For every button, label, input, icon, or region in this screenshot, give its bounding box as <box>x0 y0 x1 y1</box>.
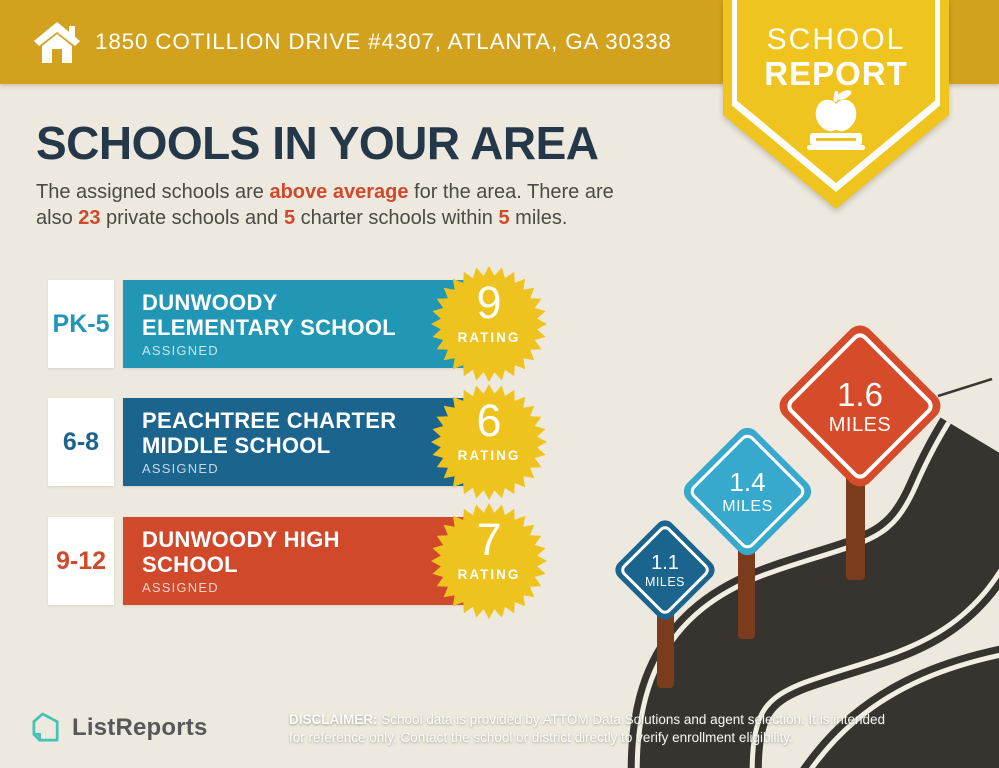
sign-post <box>657 598 674 688</box>
school-name-line2: MIDDLE SCHOOL <box>142 433 331 458</box>
school-name-bar: PEACHTREE CHARTER MIDDLE SCHOOL ASSIGNED <box>123 398 471 486</box>
summary-segment: also <box>36 207 79 229</box>
disclaimer-line2: for reference only. Contact the school o… <box>289 729 793 745</box>
distant-road-line <box>937 377 993 398</box>
summary-radius-miles: 5 <box>498 207 510 229</box>
rating-value: 9 <box>476 277 502 328</box>
listreports-house-icon <box>32 712 59 742</box>
school-row-elementary: PK-5 DUNWOODY ELEMENTARY SCHOOL ASSIGNED… <box>48 266 558 382</box>
school-name-line2: SCHOOL <box>142 552 238 577</box>
grade-range-box: 6-8 <box>48 398 114 486</box>
summary-private-count: 23 <box>78 207 101 229</box>
school-name-line1: DUNWOODY <box>142 290 278 315</box>
distance-sign-1-6-miles: 1.6 MILES <box>773 319 947 493</box>
rating-value: 6 <box>476 395 502 446</box>
badge-title-line2: REPORT <box>764 55 908 92</box>
grade-range-box: PK-5 <box>48 280 114 368</box>
school-name-line1: PEACHTREE CHARTER <box>142 408 397 433</box>
rating-burst: 7 RATING <box>429 501 549 621</box>
school-name-line1: DUNWOODY HIGH <box>142 527 340 552</box>
assigned-label: ASSIGNED <box>142 343 219 358</box>
sign-distance: 1.6 <box>837 375 883 413</box>
apple-on-books-icon <box>807 90 865 150</box>
sign-distance: 1.1 <box>651 551 679 574</box>
listreports-logo: ListReports <box>30 710 208 745</box>
badge-title-line1: SCHOOL <box>766 23 906 56</box>
sign-unit: MILES <box>828 413 892 436</box>
school-name-line2: ELEMENTARY SCHOOL <box>142 315 397 340</box>
sign-unit: MILES <box>722 498 773 515</box>
school-row-middle: 6-8 PEACHTREE CHARTER MIDDLE SCHOOL ASSI… <box>48 384 558 500</box>
grade-range-box: 9-12 <box>48 517 114 605</box>
disclaimer-text: DISCLAIMER: School data is provided by A… <box>289 711 959 746</box>
summary-segment: charter schools within <box>295 207 499 229</box>
disclaimer-line1: School data is provided by ATTOM Data So… <box>377 712 886 727</box>
property-address: 1850 COTILLION DRIVE #4307, ATLANTA, GA … <box>95 29 672 54</box>
brand-name: ListReports <box>72 713 208 741</box>
school-name-bar: DUNWOODY HIGH SCHOOL ASSIGNED <box>123 517 471 605</box>
assigned-label: ASSIGNED <box>142 461 219 476</box>
school-name-bar: DUNWOODY ELEMENTARY SCHOOL ASSIGNED <box>123 280 471 368</box>
rating-value: 7 <box>476 514 502 565</box>
sign-unit: MILES <box>644 574 685 589</box>
summary-segment: The assigned schools are <box>36 181 270 203</box>
sign-distance: 1.4 <box>729 467 766 497</box>
summary-segment: private schools and <box>100 207 284 229</box>
summary-text: The assigned schools are above average f… <box>36 179 614 231</box>
rating-label: RATING <box>457 567 521 582</box>
house-icon <box>34 22 80 63</box>
summary-charter-count: 5 <box>283 207 296 229</box>
rating-label: RATING <box>457 330 521 345</box>
rating-burst: 9 RATING <box>429 264 549 384</box>
summary-segment: for the area. There are <box>408 181 614 203</box>
sign-post <box>846 468 865 580</box>
rating-label: RATING <box>457 448 521 463</box>
rating-burst: 6 RATING <box>429 382 549 502</box>
page-title: SCHOOLS IN YOUR AREA <box>36 117 599 169</box>
distance-sign-1-4-miles: 1.4 MILES <box>678 422 817 561</box>
assigned-label: ASSIGNED <box>142 580 219 595</box>
summary-segment: miles. <box>509 207 568 229</box>
summary-highlight-above-average: above average <box>269 181 409 203</box>
sign-post <box>738 545 755 639</box>
school-row-high: 9-12 DUNWOODY HIGH SCHOOL ASSIGNED 7 RAT… <box>48 503 558 619</box>
school-report-badge: SCHOOL REPORT <box>723 0 949 209</box>
disclaimer-label: DISCLAIMER: <box>289 712 378 727</box>
